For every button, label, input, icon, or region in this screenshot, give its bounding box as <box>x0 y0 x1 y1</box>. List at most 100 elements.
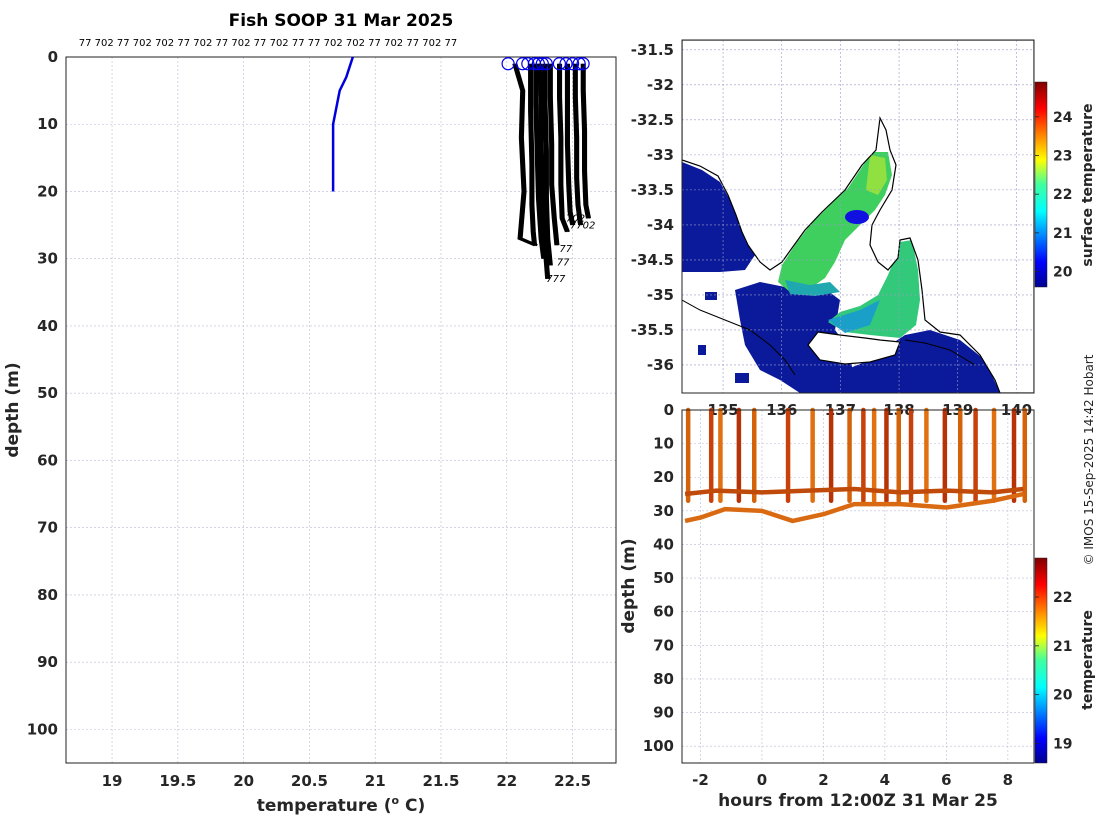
surface-marker <box>535 57 549 71</box>
map-grid <box>682 40 1034 393</box>
surface-marker <box>531 57 545 71</box>
y-tick-label: 60 <box>37 451 58 469</box>
lat-tick-label: -32.5 <box>631 111 674 129</box>
lat-tick-label: -33 <box>647 146 674 164</box>
black-profile-line <box>558 63 569 233</box>
profile-chart: Fish SOOP 31 Mar 2025 77 702 77 702 702 … <box>3 11 617 816</box>
lat-tick-label: -35.5 <box>631 321 674 339</box>
time-y-tick-label: 20 <box>653 468 674 486</box>
colorbar-tick-label: 20 <box>1053 265 1073 281</box>
surface-marker <box>572 57 586 71</box>
surface-marker <box>552 57 567 71</box>
blue-profile-line <box>331 56 355 192</box>
black-profile-line <box>582 63 590 219</box>
y-tick-label: 20 <box>37 182 58 200</box>
profile-series <box>331 56 592 279</box>
sst-south-central <box>735 282 855 393</box>
temperature-colorbar-label: temperature <box>1080 610 1096 710</box>
time-x-tick-label: 8 <box>1003 771 1013 789</box>
x-tick-label: 22.5 <box>554 772 591 790</box>
time-depth-axes-box <box>681 409 1035 764</box>
y-tick-label: 100 <box>27 720 58 738</box>
time-depth-grid <box>682 409 1034 763</box>
profile-x-ticks: 19 19.5 20 20.5 21 21.5 22 22.5 <box>102 772 591 790</box>
x-tick-label: 20 <box>233 772 254 790</box>
lat-tick-label: -34 <box>647 216 674 234</box>
y-tick-label: 90 <box>37 653 58 671</box>
sst-map: -31.5 -32 -32.5 -33 -33.5 -34 -34.5 -35 -35.5 -36… <box>631 39 1096 419</box>
map-colorbar <box>1034 81 1048 288</box>
sst-gulf-mouth <box>785 280 840 296</box>
black-profile-line <box>537 63 548 279</box>
black-profile-line <box>557 63 568 233</box>
x-tick-label: 21.5 <box>422 772 459 790</box>
lat-tick-label: -35 <box>647 286 674 304</box>
black-profile-line <box>580 63 589 219</box>
copyright-notice: © IMOS 15-Sep-2025 14:42 Hobart <box>1082 354 1096 565</box>
time-x-axis-label: hours from 12:00Z 31 Mar 25 <box>718 791 998 811</box>
black-profile-line <box>549 63 558 246</box>
black-profile-line <box>564 63 573 226</box>
y-tick-label: 10 <box>37 115 58 133</box>
colorbar-tick-label: 22 <box>1053 187 1072 203</box>
y-tick-label: 50 <box>37 384 58 402</box>
map-colorbar-ticks: 20 21 22 23 24 <box>1035 110 1073 281</box>
sst-transition-band <box>828 300 880 333</box>
black-profile-line <box>515 63 538 247</box>
x-tick-label: 22 <box>496 772 517 790</box>
profile-grid <box>66 56 616 763</box>
map-lat-ticks: -31.5 -32 -32.5 -33 -33.5 -34 -34.5 -35 -35.5 -36 <box>631 41 674 374</box>
x-tick-label: 20.5 <box>291 772 328 790</box>
x-tick-label: 19 <box>102 772 123 790</box>
profile-end-label: 702 <box>566 214 585 225</box>
time-y-tick-label: 70 <box>653 636 674 654</box>
black-profile-line <box>538 63 549 279</box>
time-x-tick-label: 4 <box>880 771 890 789</box>
black-profile-line <box>529 63 536 246</box>
sst-spencer-gulf-head <box>866 155 887 195</box>
black-profile-line <box>574 63 582 226</box>
bottom-track-upper <box>684 486 1024 497</box>
profile-y-ticks: 0 10 20 30 40 50 60 70 80 90 100 <box>27 48 58 738</box>
black-profile-line <box>566 63 574 226</box>
sst-pixel <box>698 345 706 355</box>
profile-y-axis-label: depth (m) <box>3 362 23 457</box>
y-tick-label: 0 <box>48 48 58 66</box>
black-profile-line <box>543 63 552 266</box>
lat-tick-label: -34.5 <box>631 251 674 269</box>
black-profile-line <box>572 63 581 226</box>
colorbar-tick-label: 21 <box>1053 226 1072 242</box>
black-profile-line <box>567 63 576 226</box>
black-profile-line <box>542 63 550 266</box>
black-profile-line <box>575 63 584 226</box>
time-depth-chart: -2 0 2 4 6 8 0 10 20 30 40 50 60 70 80 90 100 hours fro… <box>619 401 1096 811</box>
black-profile-line <box>528 63 535 246</box>
time-x-tick-label: 0 <box>757 771 767 789</box>
profile-end-label: 77 <box>559 244 572 255</box>
chart-title: Fish SOOP 31 Mar 2025 <box>229 11 454 31</box>
time-depth-y-ticks: 0 10 20 30 40 50 60 70 80 90 100 <box>643 401 674 755</box>
black-profile-line <box>534 63 545 259</box>
surface-marker <box>501 57 515 71</box>
time-y-tick-label: 40 <box>653 535 674 553</box>
colorbar-tick-label: 22 <box>1053 590 1072 606</box>
surface-marker <box>576 57 590 71</box>
sst-south-east <box>840 330 1000 393</box>
colorbar-tick-label: 23 <box>1053 148 1072 164</box>
bottom-track-lower <box>684 491 1024 524</box>
lat-tick-label: -32 <box>647 76 674 94</box>
time-depth-y-axis-label: depth (m) <box>619 538 639 633</box>
colorbar-tick-label: 20 <box>1053 688 1073 704</box>
black-profile-line <box>512 63 535 247</box>
x-tick-label: 21 <box>365 772 386 790</box>
sst-pixel <box>705 292 717 300</box>
time-x-tick-label: 6 <box>941 771 951 789</box>
black-profile-line <box>533 63 544 259</box>
colorbar-tick-label: 21 <box>1053 639 1072 655</box>
time-y-tick-label: 100 <box>643 737 674 755</box>
profile-axes-box <box>65 56 617 764</box>
lat-tick-label: -33.5 <box>631 181 674 199</box>
map-colorbar-label: surface temperature <box>1080 103 1096 266</box>
